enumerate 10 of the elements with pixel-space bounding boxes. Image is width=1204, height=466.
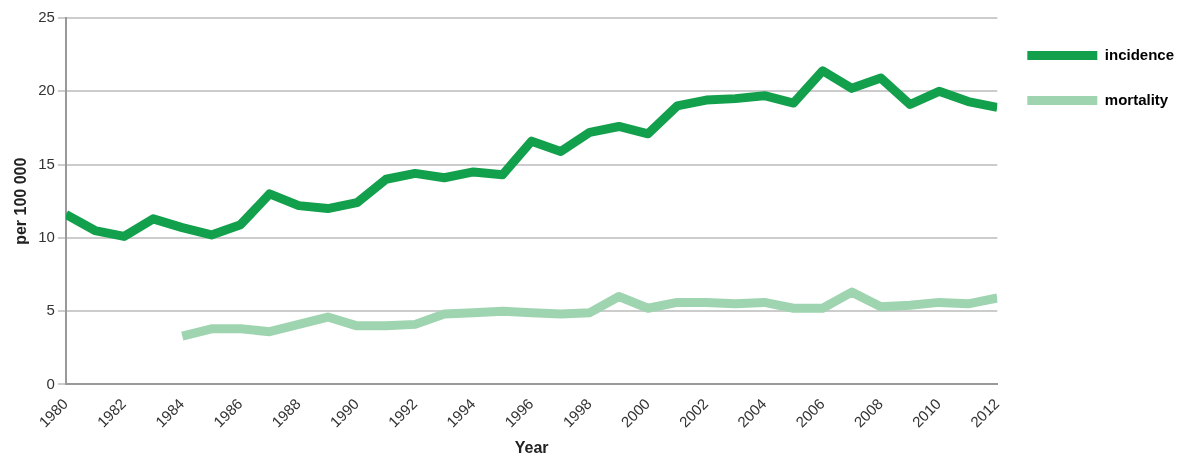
y-tick-label: 20 — [38, 81, 55, 99]
y-tick-label: 10 — [38, 228, 55, 246]
y-tick-label: 15 — [38, 154, 55, 172]
y-tick-label: 25 — [38, 8, 55, 26]
y-tick-label: 0 — [46, 374, 55, 392]
legend-label: incidence — [1104, 45, 1175, 63]
y-axis-title: per 100 000 — [12, 157, 30, 245]
legend-label: mortality — [1104, 90, 1169, 108]
y-tick-label: 5 — [46, 301, 55, 319]
x-axis-title: Year — [514, 438, 549, 456]
